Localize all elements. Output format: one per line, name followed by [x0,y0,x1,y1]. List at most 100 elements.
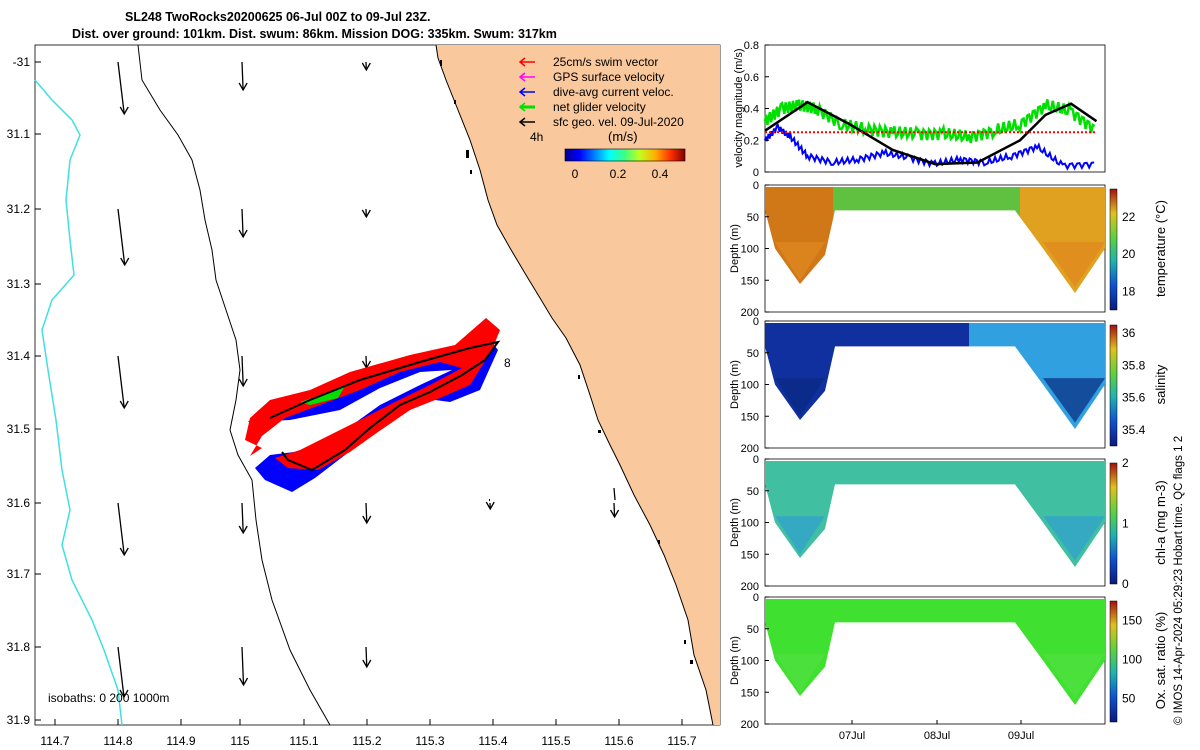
section-data-fill [765,187,833,285]
geo-velocity-arrowhead [238,229,248,239]
section-ylabel: Depth (m) [729,224,741,273]
legend-label: dive-avg current veloc. [553,85,674,99]
section-y-tick-label: 50 [747,624,759,636]
section-colorbar-tick-label: 35.8 [1122,358,1146,372]
section-y-tick-label: 0 [753,592,759,604]
section-y-tick-label: 100 [741,656,759,668]
section-y-tick-label: 150 [741,687,759,699]
glider-track [245,318,501,492]
lat-tick-label: 31.7 [7,567,31,581]
velocity-ylabel: velocity magnitude (m/s) [733,48,745,167]
section-deep-fill [1043,516,1105,561]
geo-velocity-arrowhead [609,509,620,519]
coastline [435,44,714,726]
geo-velocity-arrowhead [119,547,129,557]
section-y-tick-label: 100 [741,244,759,256]
legend-label: sfc geo. vel. 09-Jul-2020 [553,115,684,129]
section-y-tick-label: 200 [741,719,759,731]
geo-velocity-arrowhead [238,378,248,388]
section-y-tick-label: 150 [741,549,759,561]
lat-tick-label: 31.4 [7,349,31,363]
geo-velocity-arrow [117,502,125,556]
velocity-series-line [763,99,1096,144]
section-colorbar-tick-label: 20 [1122,247,1136,261]
geo-velocity-arrowhead [238,525,248,535]
section-y-tick-label: 0 [753,180,759,192]
geo-velocity-arrow [241,646,245,686]
colorbar-tick-label: 0.4 [652,167,669,181]
section-deep-fill [775,516,825,555]
velocity-series [763,99,1098,171]
lon-tick-label: 114.7 [40,734,69,748]
geo-velocity-arrow [117,646,125,698]
section-data-fill [765,599,1105,705]
legend-label: net glider velocity [553,100,646,114]
geo-velocity-arrow [241,61,244,91]
lat-tick-label: 31.6 [7,496,31,510]
lat-tick-label: 31.9 [7,713,31,727]
section-y-tick-label: 50 [747,212,759,224]
velocity-series-line [764,100,1098,166]
section-colorbar [1109,600,1118,723]
track-end-label: 8 [504,356,511,370]
lon-tick-label: 114.9 [166,734,195,748]
lon-tick-label: 115.7 [667,734,696,748]
colorbar-tick-label: 0.2 [610,167,627,181]
legend-arrowhead [518,87,526,97]
section-y-tick-label: 100 [741,518,759,530]
lat-tick-label: 31.3 [7,277,31,291]
velocity-y-tick-label: 0 [753,167,759,179]
geo-velocity-arrow [241,355,244,387]
geo-velocity-arrow [365,502,368,524]
section-y-tick-label: 150 [741,411,759,423]
lat-tick-label: 31.5 [7,422,31,436]
time-step-label: 4h [530,130,543,144]
section-colorbar-tick-label: 0 [1122,577,1129,591]
geo-velocity-arrow [241,502,244,534]
geo-velocity-arrowhead [485,501,495,511]
section-deep-fill [775,378,825,417]
lat-tick-label: 31.8 [7,640,31,654]
geo-velocity-arrowhead [362,515,372,525]
section-colorbar-tick-label: 18 [1122,284,1136,298]
lon-tick-label: 115.4 [478,734,507,748]
velocity-y-tick-label: 0.8 [744,40,759,52]
legend-label: 25cm/s swim vector [553,55,658,69]
section-colorbar-tick-label: 150 [1122,614,1142,628]
section-data-fill [765,461,1105,567]
speed-colorbar [564,148,686,162]
lat-tick-label: 31.1 [7,127,31,141]
isobaths-label: isobaths: 0 200 1000m [48,691,169,705]
footer-credit: © IMOS 14-Apr-2024 05:29:23 Hobart time.… [1173,435,1185,725]
section-ylabel: Depth (m) [729,498,741,547]
section-y-tick-label: 150 [741,275,759,287]
section-deep-fill [1043,242,1105,287]
geo-velocity-arrow [613,487,616,501]
geo-velocity-arrowhead [238,677,249,687]
geo-velocity-arrowhead [362,659,372,669]
section-y-tick-label: 100 [741,380,759,392]
geo-velocity-arrowhead [361,62,371,72]
section-colorbar-tick-label: 35.4 [1122,423,1146,437]
geo-velocity-arrow [117,61,125,115]
section-y-tick-label: 200 [741,581,759,593]
time-x-tick-label: 08Jul [924,730,950,742]
lon-tick-label: 114.8 [103,734,132,748]
swim-vectors-band [245,318,500,470]
legend-arrowhead [518,72,526,82]
section-deep-fill [1043,654,1105,699]
isobath-1000m [34,79,123,726]
legend-arrowhead [518,102,526,112]
section-colorbar [1109,188,1118,311]
section-y-tick-label: 50 [747,486,759,498]
section-ylabel: Depth (m) [729,360,741,409]
lon-tick-label: 115.6 [604,734,633,748]
geo-velocity-arrow [365,646,368,668]
legend-arrowhead [518,57,526,67]
geo-velocity-arrowhead [238,82,248,92]
plot-title-line2: Dist. over ground: 101km. Dist. swum: 86… [72,27,557,41]
section-panel: 0 50 100 150 200 Depth (m) 50 100 150 Ox. sat. ra… [729,592,1168,731]
